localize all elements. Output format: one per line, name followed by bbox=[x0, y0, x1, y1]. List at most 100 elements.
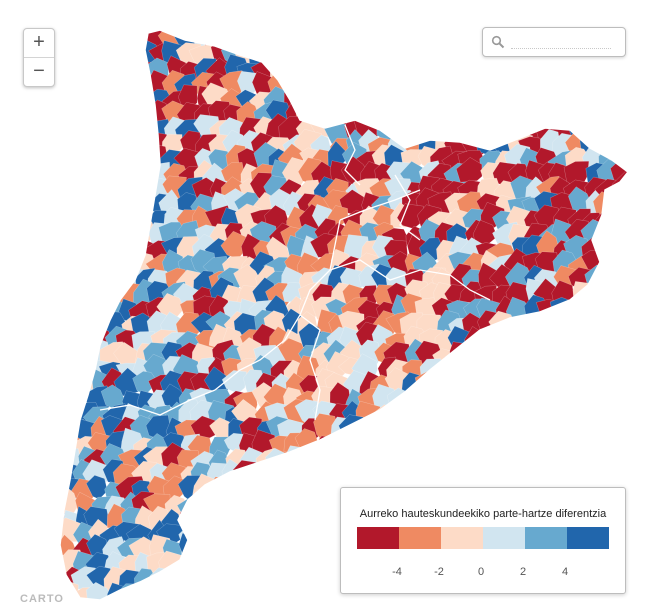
municipality-area[interactable] bbox=[489, 101, 521, 129]
municipality-area[interactable] bbox=[190, 581, 217, 605]
municipality-area[interactable] bbox=[56, 12, 86, 42]
municipality-area[interactable] bbox=[159, 582, 186, 604]
municipality-area[interactable] bbox=[175, 9, 205, 36]
municipality-area[interactable] bbox=[90, 29, 117, 57]
municipality-area[interactable] bbox=[447, 462, 471, 488]
municipality-area[interactable] bbox=[60, 87, 85, 112]
municipality-area[interactable] bbox=[253, 478, 284, 505]
municipality-area[interactable] bbox=[609, 217, 636, 245]
municipality-area[interactable] bbox=[343, 10, 370, 35]
municipality-area[interactable] bbox=[74, 177, 97, 204]
municipality-area[interactable] bbox=[373, 416, 400, 448]
municipality-area[interactable] bbox=[118, 101, 145, 127]
municipality-area[interactable] bbox=[418, 117, 441, 143]
municipality-area[interactable] bbox=[346, 431, 372, 460]
municipality-area[interactable] bbox=[398, 39, 430, 69]
municipality-area[interactable] bbox=[208, 583, 233, 607]
municipality-area[interactable] bbox=[611, 358, 638, 384]
municipality-area[interactable] bbox=[375, 26, 402, 49]
municipality-area[interactable] bbox=[475, 113, 504, 140]
municipality-area[interactable] bbox=[518, 107, 545, 132]
municipality-area[interactable] bbox=[306, 448, 338, 476]
municipality-area[interactable] bbox=[71, 285, 94, 309]
municipality-area[interactable] bbox=[368, 85, 394, 113]
municipality-area[interactable] bbox=[567, 358, 591, 383]
municipality-area[interactable] bbox=[40, 284, 67, 306]
municipality-area[interactable] bbox=[477, 101, 505, 129]
municipality-area[interactable] bbox=[570, 87, 594, 112]
municipality-area[interactable] bbox=[612, 280, 636, 305]
municipality-area[interactable] bbox=[104, 251, 131, 278]
municipality-area[interactable] bbox=[250, 10, 273, 35]
municipality-area[interactable] bbox=[522, 389, 546, 415]
municipality-area[interactable] bbox=[490, 435, 518, 459]
municipality-area[interactable] bbox=[285, 555, 311, 580]
municipality-area[interactable] bbox=[432, 42, 456, 71]
municipality-area[interactable] bbox=[607, 433, 633, 458]
municipality-area[interactable] bbox=[293, 479, 320, 503]
municipality-area[interactable] bbox=[567, 434, 595, 458]
municipality-area[interactable] bbox=[325, 446, 349, 473]
municipality-area[interactable] bbox=[54, 281, 82, 310]
municipality-area[interactable] bbox=[448, 44, 475, 68]
municipality-area[interactable] bbox=[435, 431, 462, 460]
municipality-area[interactable] bbox=[565, 450, 594, 473]
municipality-area[interactable] bbox=[344, 30, 373, 56]
municipality-area[interactable] bbox=[415, 402, 440, 432]
municipality-area[interactable] bbox=[575, 104, 608, 128]
municipality-area[interactable] bbox=[58, 190, 86, 217]
municipality-area[interactable] bbox=[43, 384, 69, 413]
municipality-area[interactable] bbox=[508, 74, 530, 102]
municipality-area[interactable] bbox=[285, 505, 309, 531]
municipality-area[interactable] bbox=[398, 116, 425, 145]
municipality-area[interactable] bbox=[610, 268, 640, 292]
municipality-area[interactable] bbox=[263, 475, 293, 501]
municipality-area[interactable] bbox=[56, 352, 85, 379]
municipality-area[interactable] bbox=[477, 386, 502, 417]
municipality-area[interactable] bbox=[205, 13, 232, 45]
municipality-area[interactable] bbox=[519, 328, 545, 353]
municipality-area[interactable] bbox=[612, 191, 643, 218]
municipality-area[interactable] bbox=[86, 180, 111, 205]
municipality-area[interactable] bbox=[474, 343, 503, 366]
municipality-area[interactable] bbox=[225, 551, 255, 575]
municipality-area[interactable] bbox=[506, 460, 531, 484]
municipality-area[interactable] bbox=[413, 412, 444, 439]
municipality-area[interactable] bbox=[103, 173, 127, 204]
municipality-area[interactable] bbox=[510, 444, 531, 470]
municipality-area[interactable] bbox=[461, 369, 484, 395]
municipality-area[interactable] bbox=[266, 505, 292, 533]
municipality-area[interactable] bbox=[236, 504, 263, 536]
municipality-area[interactable] bbox=[433, 375, 462, 398]
municipality-area[interactable] bbox=[186, 522, 214, 548]
municipality-area[interactable] bbox=[524, 313, 552, 337]
municipality-area[interactable] bbox=[294, 577, 320, 603]
municipality-area[interactable] bbox=[466, 401, 491, 429]
municipality-area[interactable] bbox=[564, 97, 590, 127]
municipality-area[interactable] bbox=[101, 189, 128, 217]
municipality-area[interactable] bbox=[489, 462, 514, 487]
municipality-area[interactable] bbox=[612, 70, 635, 98]
municipality-area[interactable] bbox=[69, 237, 101, 265]
municipality-area[interactable] bbox=[601, 383, 626, 410]
municipality-area[interactable] bbox=[44, 396, 70, 428]
municipality-area[interactable] bbox=[344, 446, 371, 472]
municipality-area[interactable] bbox=[128, 102, 156, 130]
municipality-area[interactable] bbox=[615, 207, 643, 235]
municipality-area[interactable] bbox=[232, 13, 260, 42]
municipality-area[interactable] bbox=[612, 250, 636, 282]
municipality-area[interactable] bbox=[600, 252, 626, 281]
municipality-area[interactable] bbox=[44, 450, 71, 478]
municipality-area[interactable] bbox=[597, 359, 624, 385]
municipality-area[interactable] bbox=[222, 495, 250, 520]
municipality-area[interactable] bbox=[83, 133, 111, 161]
municipality-area[interactable] bbox=[537, 429, 560, 462]
municipality-area[interactable] bbox=[254, 26, 276, 53]
municipality-area[interactable] bbox=[132, 146, 160, 175]
municipality-area[interactable] bbox=[239, 582, 268, 607]
municipality-area[interactable] bbox=[547, 432, 574, 461]
municipality-area[interactable] bbox=[452, 55, 474, 82]
municipality-area[interactable] bbox=[608, 400, 635, 425]
municipality-area[interactable] bbox=[519, 372, 549, 401]
municipality-area[interactable] bbox=[459, 28, 485, 53]
